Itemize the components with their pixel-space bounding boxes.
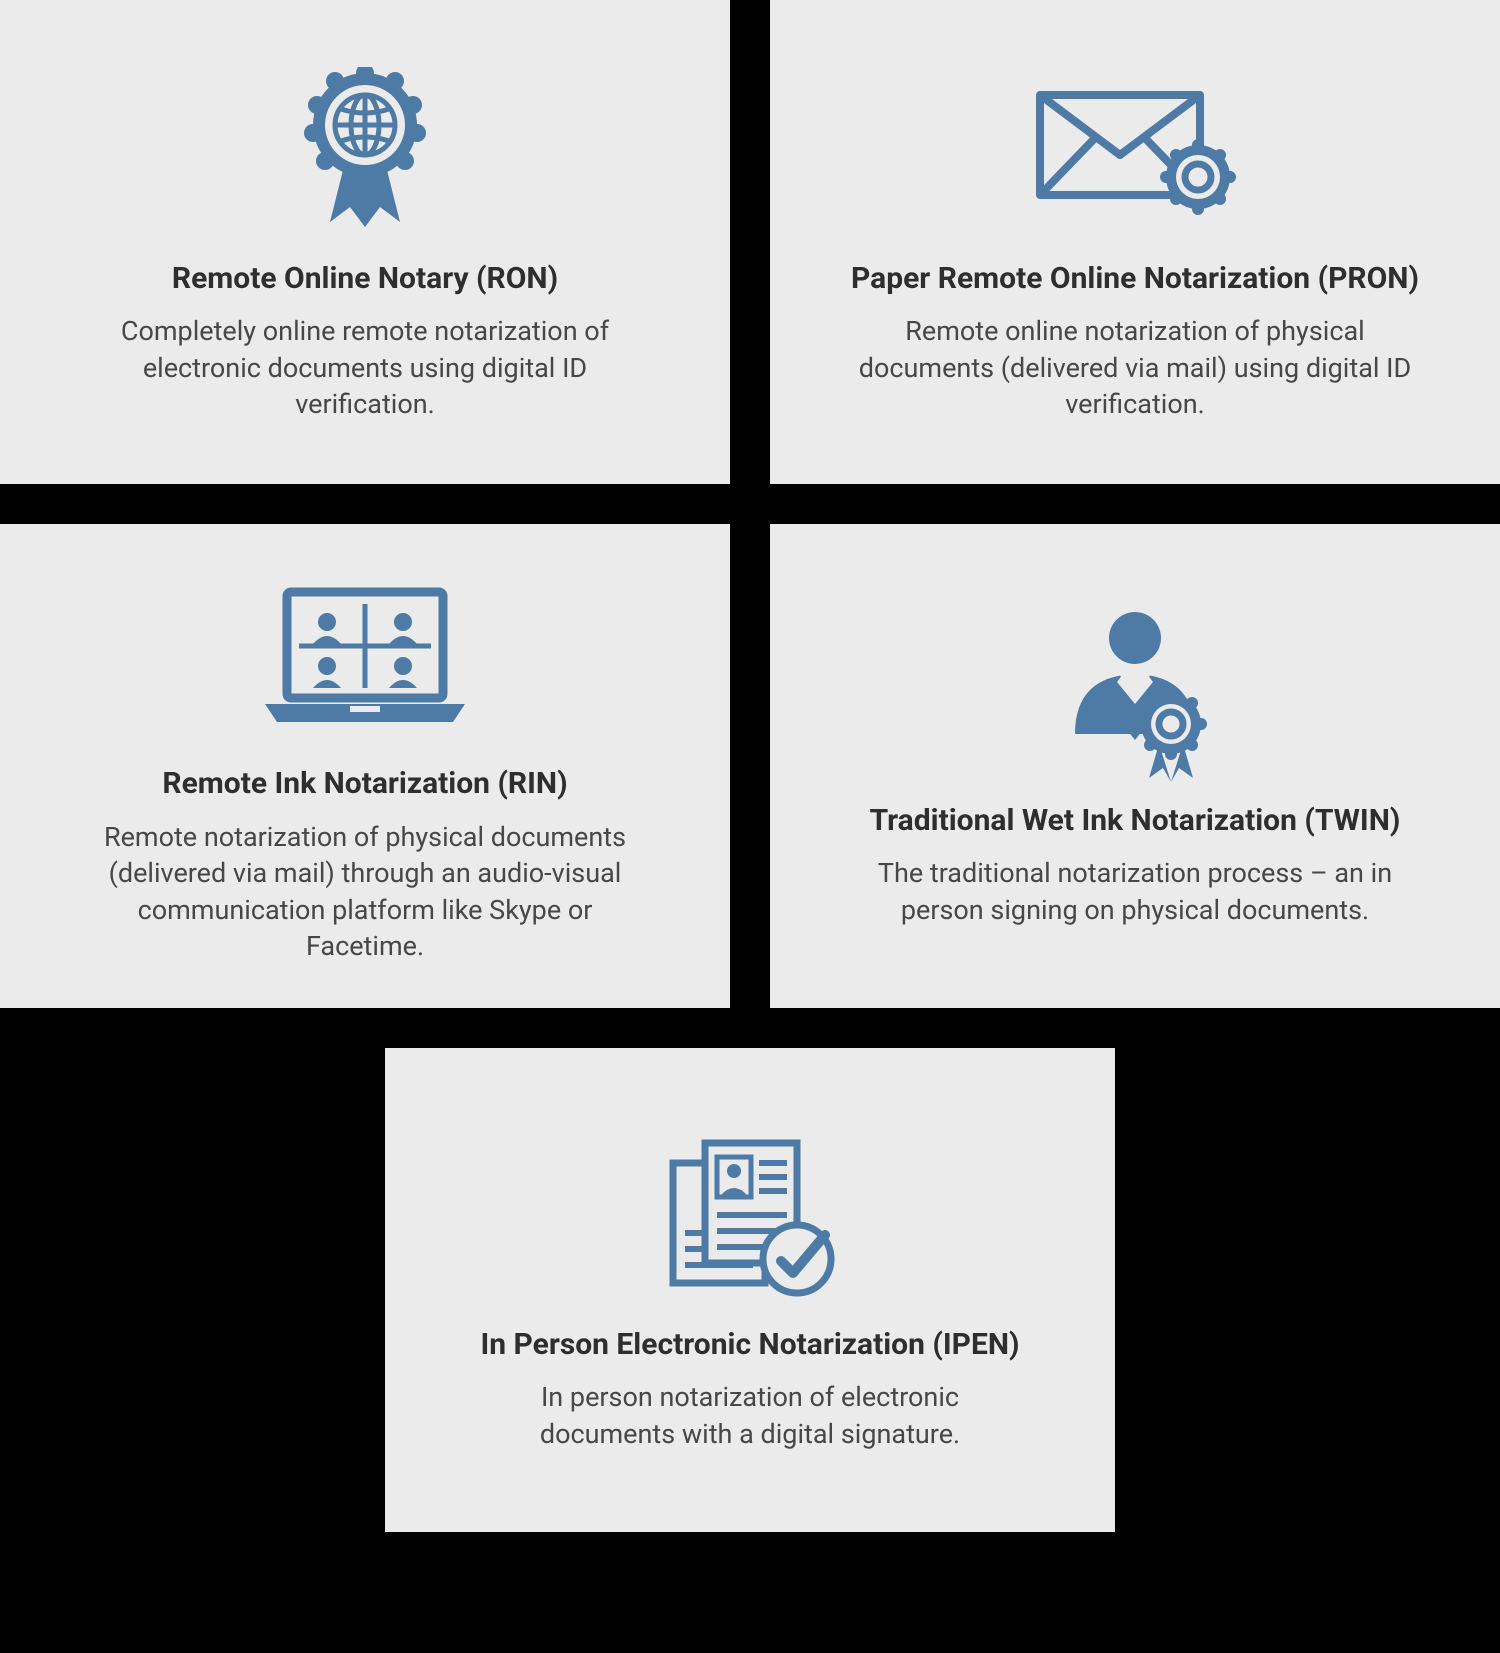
cards-grid: Remote Online Notary (RON) Completely on… <box>0 0 1500 1532</box>
card-description: Completely online remote notarization of… <box>85 313 645 422</box>
envelope-seal-icon <box>1030 62 1240 242</box>
card-title: Remote Ink Notarization (RIN) <box>162 765 567 803</box>
person-seal-icon <box>1045 604 1225 784</box>
card-title: Traditional Wet Ink Notarization (TWIN) <box>870 802 1401 840</box>
card-ron: Remote Online Notary (RON) Completely on… <box>0 0 730 484</box>
card-description: In person notarization of electronic doc… <box>470 1379 1030 1452</box>
card-title: Remote Online Notary (RON) <box>172 260 558 298</box>
card-pron: Paper Remote Online Notarization (PRON) … <box>770 0 1500 484</box>
card-ipen: In Person Electronic Notarization (IPEN)… <box>385 1048 1115 1532</box>
card-description: Remote notarization of physical document… <box>85 819 645 965</box>
card-title: Paper Remote Online Notarization (PRON) <box>851 260 1419 298</box>
laptop-video-icon <box>255 567 475 747</box>
documents-check-icon <box>655 1128 845 1308</box>
ribbon-globe-icon <box>295 62 435 242</box>
card-description: Remote online notarization of physical d… <box>855 313 1415 422</box>
card-rin: Remote Ink Notarization (RIN) Remote not… <box>0 524 730 1008</box>
card-twin: Traditional Wet Ink Notarization (TWIN) … <box>770 524 1500 1008</box>
card-description: The traditional notarization process – a… <box>855 855 1415 928</box>
card-title: In Person Electronic Notarization (IPEN) <box>480 1326 1019 1364</box>
